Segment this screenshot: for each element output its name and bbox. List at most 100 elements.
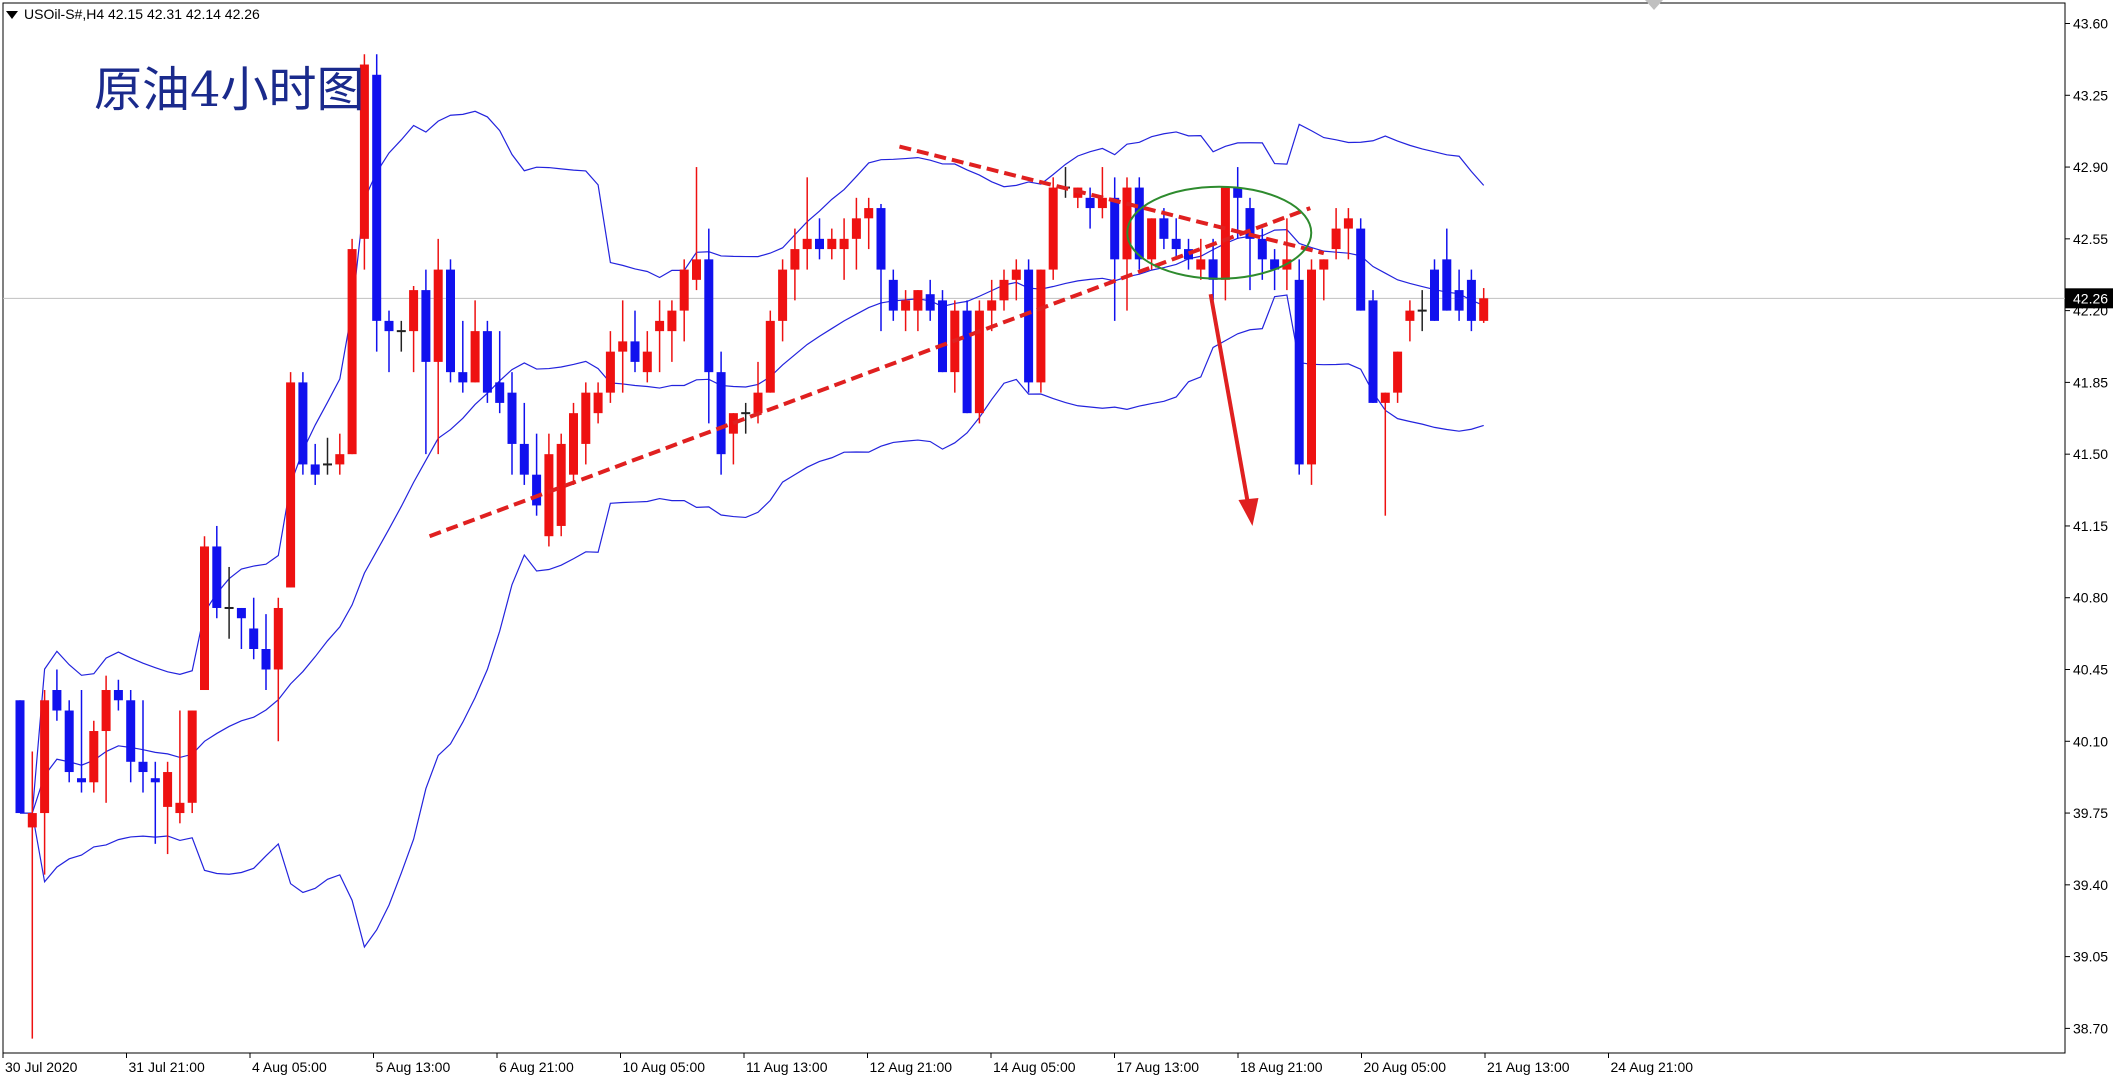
candle-body xyxy=(249,628,259,649)
trend-overlays xyxy=(428,144,1325,539)
candle-body xyxy=(532,474,542,506)
symbol-header: USOil-S#,H4 42.15 42.31 42.14 42.26 xyxy=(6,6,260,22)
band-upper xyxy=(20,110,1485,814)
candle-body xyxy=(1122,187,1132,260)
highlight-circle xyxy=(1126,185,1313,280)
x-tick-label: 12 Aug 21:00 xyxy=(870,1059,953,1075)
x-tick-label: 21 Aug 13:00 xyxy=(1487,1059,1570,1075)
x-tick-label: 31 Jul 21:00 xyxy=(129,1059,205,1075)
candle-body xyxy=(372,74,382,321)
candle-body xyxy=(815,238,824,250)
candle-body xyxy=(630,341,640,362)
candle-body xyxy=(52,690,62,711)
candle-body xyxy=(839,238,849,250)
candle-body xyxy=(1110,197,1120,260)
candle-body xyxy=(1085,197,1095,209)
scroll-marker-icon[interactable] xyxy=(1645,0,1663,10)
candle-body xyxy=(150,778,160,783)
down-arrow-head-icon xyxy=(1238,497,1259,526)
plot-frame xyxy=(2,2,2066,1054)
x-tick-label: 10 Aug 05:00 xyxy=(623,1059,706,1075)
x-tick-label: 14 Aug 05:00 xyxy=(993,1059,1076,1075)
candle-body xyxy=(790,249,800,270)
candle-body xyxy=(495,382,505,403)
candle-body xyxy=(1294,279,1304,465)
candle-body xyxy=(851,218,861,239)
candle-body xyxy=(1184,249,1193,260)
candle-body xyxy=(77,778,86,783)
candle-body xyxy=(864,208,874,219)
y-tick-label: 40.45 xyxy=(2073,662,2108,678)
candle-body xyxy=(1036,269,1046,383)
candle-body xyxy=(974,310,984,414)
x-tick-label: 5 Aug 13:00 xyxy=(376,1059,451,1075)
price-axis: 43.6043.2542.9042.5542.2041.8541.5041.15… xyxy=(2065,16,2113,1036)
candle-body xyxy=(446,269,455,373)
candle-body xyxy=(163,772,173,807)
candle-body xyxy=(679,269,689,311)
candle-body xyxy=(716,372,726,455)
candle-body xyxy=(335,454,345,465)
candle-body xyxy=(962,310,972,414)
candle-body xyxy=(1454,290,1464,311)
y-tick-label: 41.50 xyxy=(2073,446,2108,462)
candle-body xyxy=(27,813,37,828)
candle-body xyxy=(618,341,628,352)
candle-body xyxy=(421,290,431,362)
rising-trendline xyxy=(428,206,1311,539)
y-tick-label: 40.80 xyxy=(2073,590,2108,606)
y-tick-label: 42.90 xyxy=(2073,159,2108,175)
candle-body xyxy=(470,331,480,383)
y-tick-label: 39.05 xyxy=(2073,949,2108,965)
candle-body xyxy=(212,546,222,608)
candle-body xyxy=(298,382,308,465)
candle-body xyxy=(1011,269,1021,280)
candle-body xyxy=(1220,187,1230,280)
candles xyxy=(15,54,1489,1039)
candle-body xyxy=(544,454,554,537)
candle-body xyxy=(15,700,25,814)
candle-body xyxy=(704,259,714,373)
y-tick-label: 43.25 xyxy=(2073,87,2108,103)
candle-body xyxy=(692,259,701,280)
candle-body xyxy=(138,761,148,773)
candle-body xyxy=(1208,259,1218,280)
candle-body xyxy=(519,443,529,475)
candle-body xyxy=(1196,259,1206,270)
y-tick-label: 43.60 xyxy=(2073,16,2108,32)
candle-body xyxy=(126,700,136,762)
candle-body xyxy=(1233,187,1243,198)
candle-body xyxy=(1024,269,1034,383)
candle-body xyxy=(507,392,517,444)
candle-body xyxy=(802,238,812,250)
candle-body xyxy=(827,238,837,250)
candle-body xyxy=(187,710,197,803)
candle-body xyxy=(175,802,185,814)
candle-body xyxy=(101,690,111,732)
x-tick-label: 4 Aug 05:00 xyxy=(252,1059,327,1075)
candle-body xyxy=(347,249,357,455)
candle-body xyxy=(605,351,615,393)
candle-body xyxy=(1097,197,1107,209)
candle-body xyxy=(1343,218,1353,229)
candle-body xyxy=(458,372,468,383)
candle-body xyxy=(433,269,443,362)
candle-body xyxy=(753,392,763,414)
candle-body xyxy=(1307,269,1316,465)
chart-annotation-title: 原油4小时图 xyxy=(94,62,365,118)
dropdown-triangle-icon[interactable] xyxy=(6,11,18,20)
candle-body xyxy=(64,710,74,773)
x-tick-label: 30 Jul 2020 xyxy=(5,1059,78,1075)
last-price-tag xyxy=(2065,288,2113,309)
candle-body xyxy=(113,690,123,701)
x-tick-label: 11 Aug 13:00 xyxy=(746,1059,828,1075)
candle-body xyxy=(310,464,320,475)
candle-body xyxy=(40,700,50,814)
candle-body xyxy=(359,64,369,239)
candle-body xyxy=(1257,238,1267,260)
candle-body xyxy=(667,310,677,332)
x-tick-label: 17 Aug 13:00 xyxy=(1117,1059,1200,1075)
candle-body xyxy=(1466,279,1476,321)
candle-body xyxy=(261,648,271,670)
